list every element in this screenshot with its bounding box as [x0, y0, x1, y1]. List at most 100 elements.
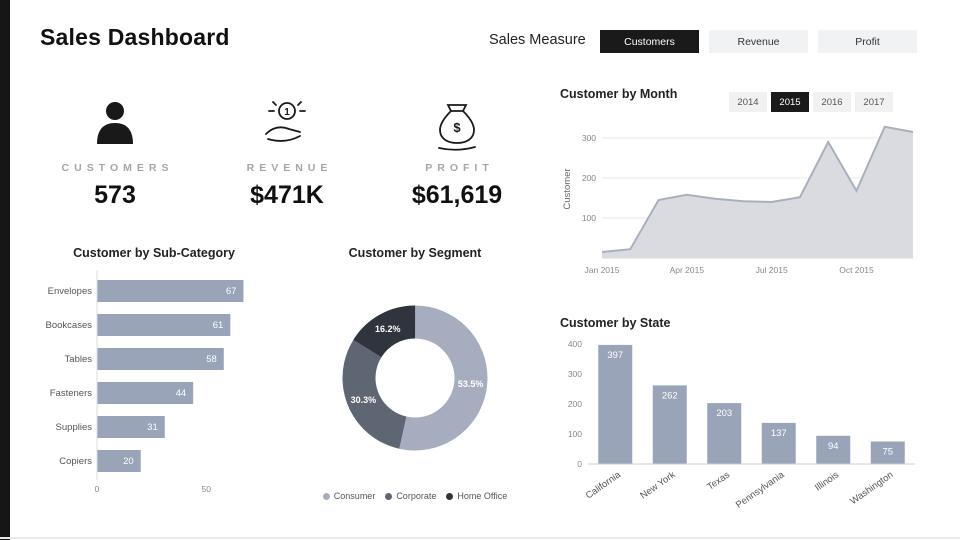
year-filter-group: 2014 2015 2016 2017 — [729, 92, 893, 112]
svg-text:50: 50 — [202, 484, 212, 494]
segment-chart-title: Customer by Segment — [348, 246, 482, 260]
svg-text:58: 58 — [206, 354, 217, 365]
page-title: Sales Dashboard — [40, 24, 230, 50]
customer-by-segment-donut[interactable]: 53.5% 30.3% 16.2% — [330, 272, 500, 489]
svg-text:Bookcases: Bookcases — [46, 320, 93, 331]
measure-revenue-button[interactable]: Revenue — [709, 30, 808, 53]
legend-label: Home Office — [457, 491, 508, 501]
svg-text:137: 137 — [771, 428, 787, 439]
kpi-customers-label: CUSTOMERS — [61, 162, 174, 174]
year-filter-2016[interactable]: 2016 — [813, 92, 851, 112]
svg-text:Envelopes: Envelopes — [48, 286, 93, 297]
measure-profit-button[interactable]: Profit — [818, 30, 917, 53]
bar-fasteners[interactable] — [97, 382, 194, 404]
svg-text:Pennsylvania: Pennsylvania — [734, 469, 787, 511]
kpi-revenue-label: REVENUE — [246, 162, 333, 174]
measure-customers-button[interactable]: Customers — [600, 30, 699, 53]
segment-legend: Consumer Corporate Home Office — [300, 491, 530, 501]
svg-text:Copiers: Copiers — [59, 456, 92, 467]
kpi-revenue-value: $471K — [250, 181, 324, 209]
bottom-divider — [0, 537, 960, 539]
left-accent-bar — [0, 0, 10, 540]
svg-text:Texas: Texas — [705, 469, 732, 492]
bar-supplies[interactable] — [97, 416, 165, 438]
kpi-profit-value: $61,619 — [411, 181, 503, 209]
svg-text:0: 0 — [577, 459, 582, 469]
svg-text:67: 67 — [226, 286, 237, 297]
bar-envelopes[interactable] — [97, 280, 244, 302]
svg-text:Fasteners: Fasteners — [50, 388, 92, 399]
svg-text:Illinois: Illinois — [813, 469, 841, 493]
legend-dot — [385, 492, 393, 500]
month-chart-title: Customer by Month — [560, 87, 678, 101]
bar-washington[interactable] — [870, 441, 905, 465]
svg-text:Jul 2015: Jul 2015 — [756, 265, 788, 275]
kpi-revenue: 1 REVENUE $471K — [222, 95, 352, 210]
legend-item-corporate[interactable]: Corporate — [385, 491, 436, 501]
bar-tables[interactable] — [97, 348, 224, 370]
area-fill — [602, 126, 913, 258]
year-filter-2017[interactable]: 2017 — [855, 92, 893, 112]
legend-dot — [446, 492, 454, 500]
customer-by-state-chart[interactable]: 0 100 200 300 400 397 California 262 New York 203… — [558, 334, 925, 517]
svg-text:400: 400 — [568, 339, 582, 349]
bar-illinois[interactable] — [816, 435, 851, 464]
svg-text:1: 1 — [284, 107, 290, 118]
legend-label: Corporate — [396, 491, 437, 501]
bar-copiers[interactable] — [97, 450, 141, 472]
kpi-customers-value: 573 — [94, 181, 136, 209]
kpi-customers: CUSTOMERS 573 — [50, 95, 180, 210]
svg-text:20: 20 — [123, 456, 134, 467]
svg-text:100: 100 — [568, 429, 582, 439]
svg-text:Supplies: Supplies — [56, 422, 93, 433]
state-chart-title: Customer by State — [560, 316, 671, 330]
kpi-profit: $ PROFIT $61,619 — [392, 95, 522, 210]
area-line — [601, 125, 914, 253]
donut-slice-corporate[interactable] — [342, 305, 488, 451]
legend-item-consumer[interactable]: Consumer — [322, 491, 376, 501]
bar-texas[interactable] — [707, 403, 742, 464]
svg-text:0: 0 — [95, 484, 100, 494]
svg-text:Jan 2015: Jan 2015 — [585, 265, 620, 275]
kpi-profit-label: PROFIT — [425, 162, 494, 174]
money-bag-icon: $ — [392, 95, 522, 153]
svg-text:Tables: Tables — [65, 354, 93, 365]
svg-text:203: 203 — [716, 408, 732, 419]
svg-text:16.2%: 16.2% — [375, 324, 401, 334]
legend-dot — [322, 492, 330, 500]
svg-text:New York: New York — [638, 469, 677, 501]
bar-california[interactable] — [598, 344, 633, 464]
svg-text:Oct 2015: Oct 2015 — [839, 265, 874, 275]
bar-new york[interactable] — [652, 385, 687, 464]
svg-text:262: 262 — [662, 390, 678, 401]
year-filter-2014[interactable]: 2014 — [729, 92, 767, 112]
customer-by-subcategory-chart[interactable]: Envelopes 67 Bookcases 61 Tables 58 Fasteners 4… — [40, 266, 268, 511]
sales-measure-label: Sales Measure — [489, 32, 586, 48]
svg-text:53.5%: 53.5% — [458, 379, 484, 389]
svg-text:Customer: Customer — [562, 168, 573, 209]
svg-text:44: 44 — [176, 388, 187, 399]
svg-text:Washington: Washington — [848, 469, 895, 507]
svg-text:300: 300 — [568, 369, 582, 379]
svg-text:94: 94 — [828, 441, 839, 452]
svg-text:200: 200 — [582, 173, 596, 183]
bar-bookcases[interactable] — [97, 314, 231, 336]
svg-text:31: 31 — [147, 422, 158, 433]
legend-label: Consumer — [333, 491, 376, 501]
legend-item-home-office[interactable]: Home Office — [446, 491, 507, 501]
svg-text:397: 397 — [607, 350, 623, 361]
svg-text:100: 100 — [582, 213, 596, 223]
customer-by-month-chart[interactable]: 100 200 300 Jan 2015 Apr 2015 Jul 2015 Oct 201… — [558, 112, 925, 289]
svg-text:California: California — [584, 469, 624, 501]
coin-hand-icon: 1 — [222, 95, 352, 153]
svg-text:300: 300 — [582, 133, 596, 143]
svg-text:75: 75 — [882, 447, 893, 458]
person-icon — [50, 95, 180, 153]
svg-text:Apr 2015: Apr 2015 — [670, 265, 705, 275]
svg-text:$: $ — [453, 120, 461, 135]
bar-pennsylvania[interactable] — [761, 422, 796, 464]
sales-measure-toggle: Customers Revenue Profit — [600, 30, 917, 53]
svg-text:30.3%: 30.3% — [351, 395, 377, 405]
year-filter-2015[interactable]: 2015 — [771, 92, 809, 112]
